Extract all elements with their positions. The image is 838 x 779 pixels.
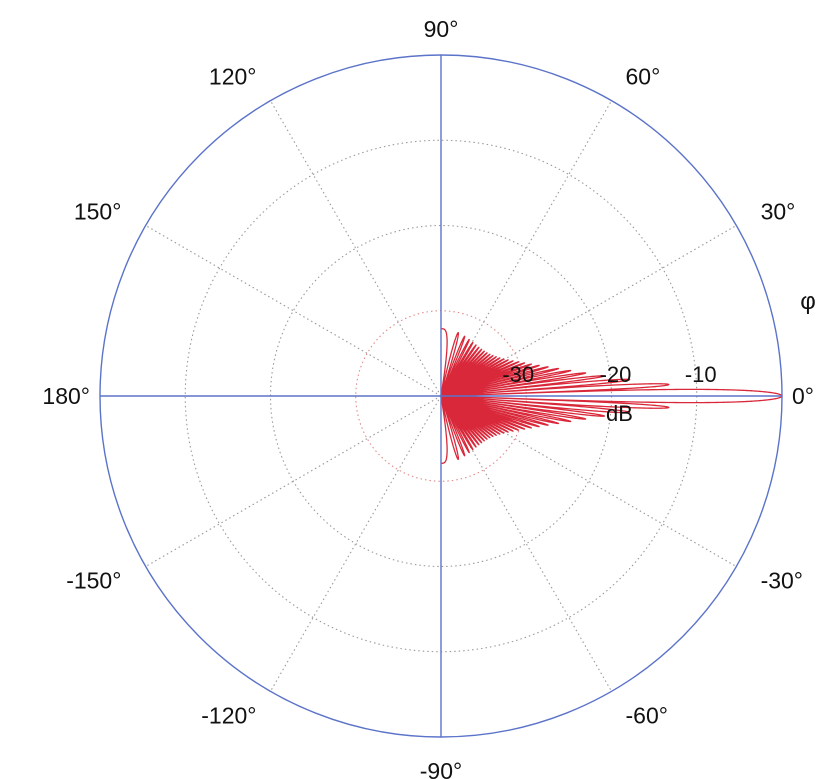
angle-tick-label: 0°	[792, 383, 814, 409]
radial-tick-label: -10	[685, 362, 717, 387]
radial-tick-label: -20	[600, 362, 632, 387]
grid-spoke	[270, 100, 442, 397]
radial-tick-label: -30	[502, 362, 534, 387]
angle-tick-label: -120°	[201, 703, 256, 729]
angle-tick-label: -30°	[761, 568, 803, 594]
angle-tick-label: -150°	[66, 568, 121, 594]
angle-tick-label: 180°	[42, 383, 90, 409]
grid-spoke	[270, 395, 442, 692]
angle-tick-label: 30°	[761, 199, 796, 225]
angle-tick-label: 90°	[424, 16, 459, 42]
grid-spoke	[440, 395, 737, 567]
grid-spoke	[440, 395, 612, 692]
angle-tick-label: 60°	[626, 63, 661, 89]
angle-tick-label: -90°	[420, 758, 462, 779]
radial-unit-label: dB	[606, 401, 633, 426]
angle-tick-label: 150°	[74, 199, 122, 225]
angle-unit-label: φ	[800, 288, 816, 315]
label-layer: 90° 60° 120° 30° 150° 0° 180° -30° -150° -60° -120…	[42, 16, 815, 779]
axes-layer	[99, 54, 783, 738]
grid-spoke	[145, 225, 442, 397]
grid-spoke	[440, 225, 737, 397]
angle-tick-label: -60°	[626, 703, 668, 729]
angle-tick-label: 120°	[209, 63, 257, 89]
grid-spoke	[145, 395, 442, 567]
grid-spoke	[440, 100, 612, 397]
